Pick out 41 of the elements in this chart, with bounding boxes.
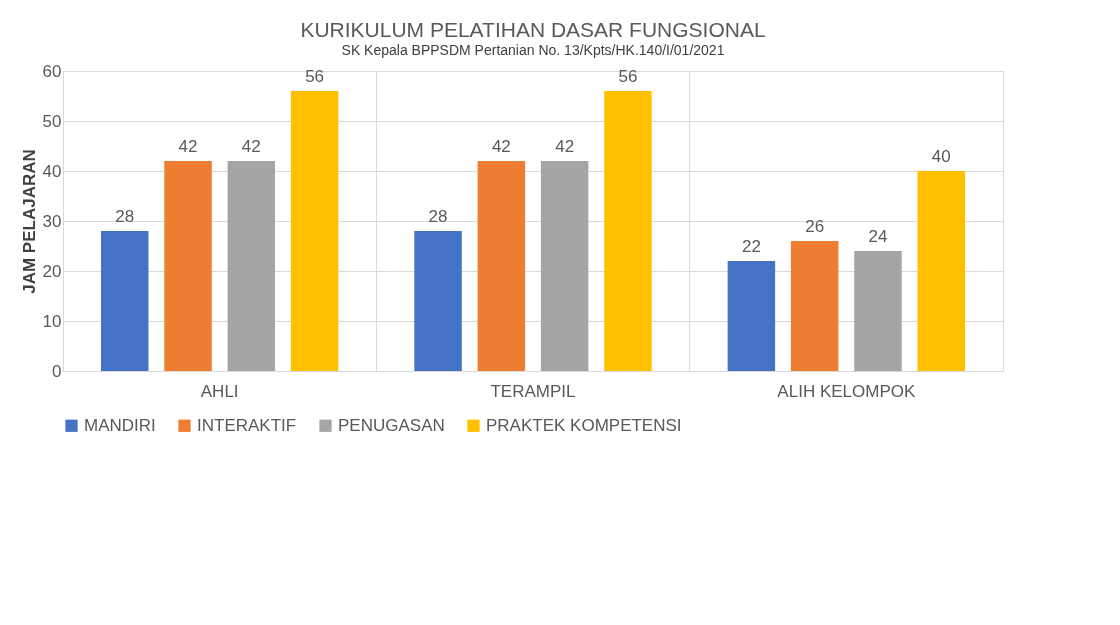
- legend-label: PENUGASAN: [338, 415, 445, 435]
- data-label: 56: [618, 67, 638, 86]
- x-tick-label: AHLI: [200, 381, 239, 401]
- y-tick-label: 10: [42, 311, 62, 331]
- x-tick-label: ALIH KELOMPOK: [777, 381, 916, 401]
- bar: [414, 231, 462, 371]
- y-tick-label: 20: [42, 261, 62, 281]
- y-axis-title: JAM PELAJARAN: [19, 149, 39, 294]
- y-tick-label: 50: [42, 111, 62, 131]
- bar: [100, 231, 149, 371]
- data-label: 42: [241, 137, 261, 156]
- bar: [727, 261, 776, 371]
- y-tick-label: 40: [42, 161, 62, 181]
- bar: [227, 161, 276, 371]
- data-label: 22: [741, 237, 761, 256]
- data-label: 42: [555, 137, 575, 156]
- data-label: 40: [931, 147, 951, 166]
- data-label: 24: [868, 227, 888, 246]
- bar: [540, 161, 589, 371]
- bar: [290, 91, 339, 371]
- data-label: 42: [491, 137, 511, 156]
- data-label: 28: [115, 207, 135, 226]
- y-tick-label: 0: [52, 361, 62, 381]
- bar: [854, 251, 902, 371]
- legend-label: INTERAKTIF: [197, 415, 297, 435]
- y-tick-label: 30: [42, 211, 62, 231]
- data-label: 28: [428, 207, 448, 226]
- data-label: 26: [805, 217, 825, 236]
- legend-label: MANDIRI: [84, 415, 156, 435]
- data-label: 42: [178, 137, 198, 156]
- text: SK Kepala BPPSDM Pertanian No. 13/Kpts/HK.140/I/01/2021: [341, 42, 725, 58]
- data-label: 56: [305, 67, 325, 86]
- bar: [790, 241, 839, 371]
- bar: [604, 91, 652, 371]
- chart-title: KURIKULUM PELATIHAN DASAR FUNGSIONAL: [300, 18, 766, 41]
- x-tick-label: TERAMPIL: [490, 381, 576, 401]
- y-tick-label: 60: [42, 61, 62, 81]
- bar: [917, 171, 966, 371]
- legend-label: PRAKTEK KOMPETENSI: [486, 415, 682, 435]
- bar: [164, 161, 212, 371]
- bar: [477, 161, 526, 371]
